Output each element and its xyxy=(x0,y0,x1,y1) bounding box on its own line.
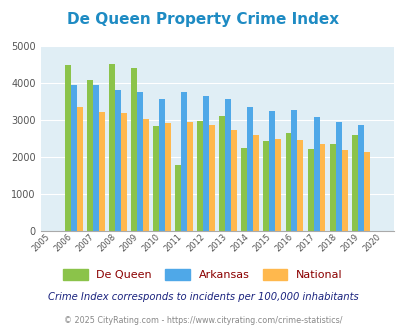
Bar xyxy=(175,165,181,231)
Bar xyxy=(275,139,281,231)
Bar xyxy=(93,84,98,231)
Legend: De Queen, Arkansas, National: De Queen, Arkansas, National xyxy=(58,265,347,285)
Bar xyxy=(136,92,143,231)
Bar xyxy=(285,133,291,231)
Bar xyxy=(153,126,159,231)
Bar xyxy=(363,152,369,231)
Bar xyxy=(87,80,93,231)
Text: © 2025 CityRating.com - https://www.cityrating.com/crime-statistics/: © 2025 CityRating.com - https://www.city… xyxy=(64,316,341,325)
Bar xyxy=(164,123,171,231)
Bar xyxy=(70,84,77,231)
Bar xyxy=(131,68,136,231)
Bar xyxy=(159,99,164,231)
Bar xyxy=(115,90,121,231)
Bar xyxy=(121,113,126,231)
Bar xyxy=(197,121,202,231)
Bar xyxy=(181,92,187,231)
Bar xyxy=(357,125,363,231)
Bar xyxy=(202,96,209,231)
Bar xyxy=(313,117,319,231)
Bar xyxy=(219,116,225,231)
Bar xyxy=(307,149,313,231)
Bar xyxy=(341,150,347,231)
Bar xyxy=(253,135,259,231)
Bar xyxy=(143,119,149,231)
Bar xyxy=(241,148,247,231)
Bar xyxy=(187,122,192,231)
Bar xyxy=(109,64,115,231)
Text: Crime Index corresponds to incidents per 100,000 inhabitants: Crime Index corresponds to incidents per… xyxy=(47,292,358,302)
Bar xyxy=(291,110,297,231)
Bar xyxy=(269,111,275,231)
Bar xyxy=(351,135,357,231)
Bar xyxy=(329,144,335,231)
Bar xyxy=(319,144,325,231)
Bar xyxy=(231,130,237,231)
Bar xyxy=(209,125,215,231)
Text: De Queen Property Crime Index: De Queen Property Crime Index xyxy=(67,12,338,26)
Bar xyxy=(65,65,70,231)
Bar xyxy=(98,112,104,231)
Bar xyxy=(225,99,231,231)
Bar xyxy=(297,140,303,231)
Bar xyxy=(263,141,269,231)
Bar xyxy=(77,107,83,231)
Bar xyxy=(335,121,341,231)
Bar xyxy=(247,107,253,231)
